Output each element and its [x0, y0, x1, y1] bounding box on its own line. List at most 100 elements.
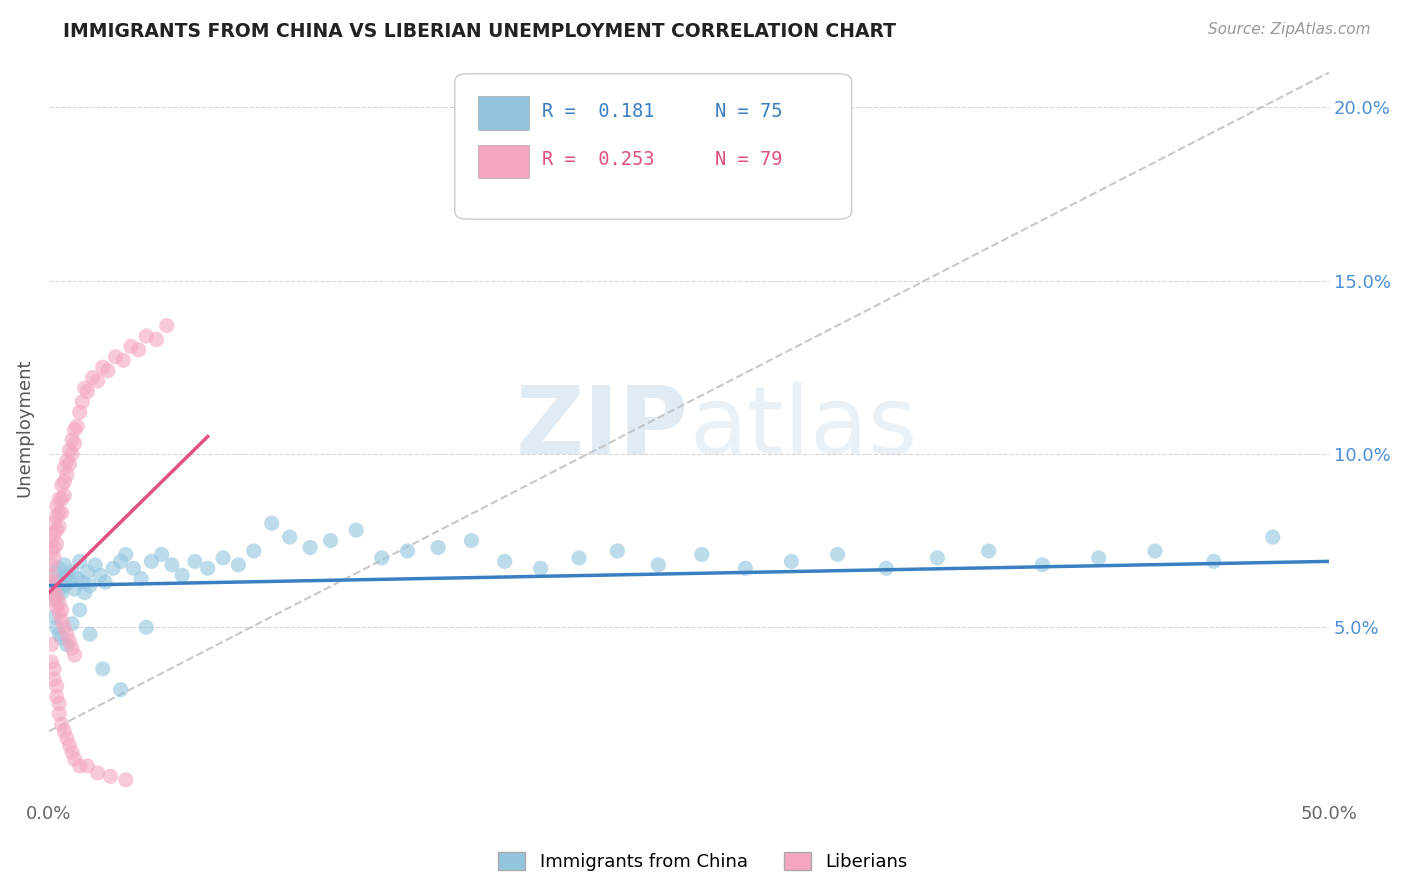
Point [97, 364, 120, 378]
Point [60, 447, 83, 461]
Point [41, 544, 63, 558]
Point [45, 537, 67, 551]
Point [63, 648, 86, 662]
Point [48, 519, 70, 533]
Point [734, 561, 756, 575]
Point [76, 759, 98, 773]
Point [160, 558, 183, 572]
Point [41, 575, 63, 590]
Point [48, 491, 70, 506]
Point [66, 419, 89, 434]
Point [72, 575, 94, 590]
Point [51, 506, 73, 520]
Point [63, 436, 86, 450]
Point [53, 460, 76, 475]
Point [60, 641, 83, 656]
Point [460, 533, 482, 548]
Point [53, 724, 76, 739]
Point [110, 554, 132, 568]
Point [260, 516, 283, 531]
Point [48, 582, 70, 596]
Point [73, 381, 96, 395]
Point [48, 697, 70, 711]
Point [60, 433, 83, 447]
Point [42, 662, 65, 676]
Point [45, 509, 67, 524]
Point [53, 475, 76, 489]
Point [51, 572, 73, 586]
Point [56, 568, 79, 582]
Text: R =  0.181: R = 0.181 [541, 102, 654, 120]
Point [51, 585, 73, 599]
Point [89, 568, 111, 582]
Point [172, 568, 194, 582]
Point [45, 499, 67, 513]
Text: R =  0.253: R = 0.253 [541, 150, 654, 169]
Point [42, 541, 65, 555]
Point [114, 772, 136, 787]
Point [51, 491, 73, 506]
Point [45, 575, 67, 590]
Point [110, 682, 132, 697]
Point [58, 458, 80, 472]
Point [243, 544, 266, 558]
Point [344, 523, 367, 537]
Point [371, 550, 394, 565]
Point [45, 620, 67, 634]
Point [63, 752, 86, 766]
Point [63, 582, 86, 596]
Point [45, 599, 67, 614]
Point [45, 690, 67, 704]
Point [53, 579, 76, 593]
Point [529, 561, 551, 575]
Point [56, 454, 79, 468]
Text: atlas: atlas [689, 382, 917, 474]
Point [101, 561, 124, 575]
Point [58, 575, 80, 590]
Text: N = 79: N = 79 [714, 150, 782, 169]
Point [299, 541, 322, 555]
Point [48, 596, 70, 610]
Point [129, 572, 152, 586]
Point [42, 550, 65, 565]
Point [41, 655, 63, 669]
Point [91, 360, 114, 375]
Point [72, 395, 94, 409]
Point [45, 592, 67, 607]
Point [42, 516, 65, 531]
Point [156, 318, 179, 333]
FancyBboxPatch shape [454, 74, 852, 219]
Point [927, 550, 949, 565]
Point [135, 620, 157, 634]
Point [42, 610, 65, 624]
Point [606, 544, 628, 558]
Point [184, 554, 207, 568]
Point [135, 329, 157, 343]
Text: IMMIGRANTS FROM CHINA VS LIBERIAN UNEMPLOYMENT CORRELATION CHART: IMMIGRANTS FROM CHINA VS LIBERIAN UNEMPL… [63, 22, 896, 41]
Point [51, 613, 73, 627]
Point [45, 589, 67, 603]
Point [114, 548, 136, 562]
Point [56, 731, 79, 746]
Point [122, 561, 145, 575]
Point [48, 607, 70, 621]
Point [1261, 530, 1284, 544]
Point [141, 554, 163, 568]
Point [42, 565, 65, 579]
Point [827, 548, 849, 562]
Point [56, 638, 79, 652]
Point [60, 616, 83, 631]
Point [63, 423, 86, 437]
Point [427, 541, 450, 555]
Point [42, 526, 65, 541]
Point [60, 745, 83, 759]
Point [42, 589, 65, 603]
Point [53, 620, 76, 634]
Point [73, 585, 96, 599]
Point [45, 523, 67, 537]
Legend: Immigrants from China, Liberians: Immigrants from China, Liberians [491, 845, 915, 879]
Y-axis label: Unemployment: Unemployment [15, 359, 32, 497]
Point [41, 579, 63, 593]
Point [79, 579, 101, 593]
Point [647, 558, 669, 572]
